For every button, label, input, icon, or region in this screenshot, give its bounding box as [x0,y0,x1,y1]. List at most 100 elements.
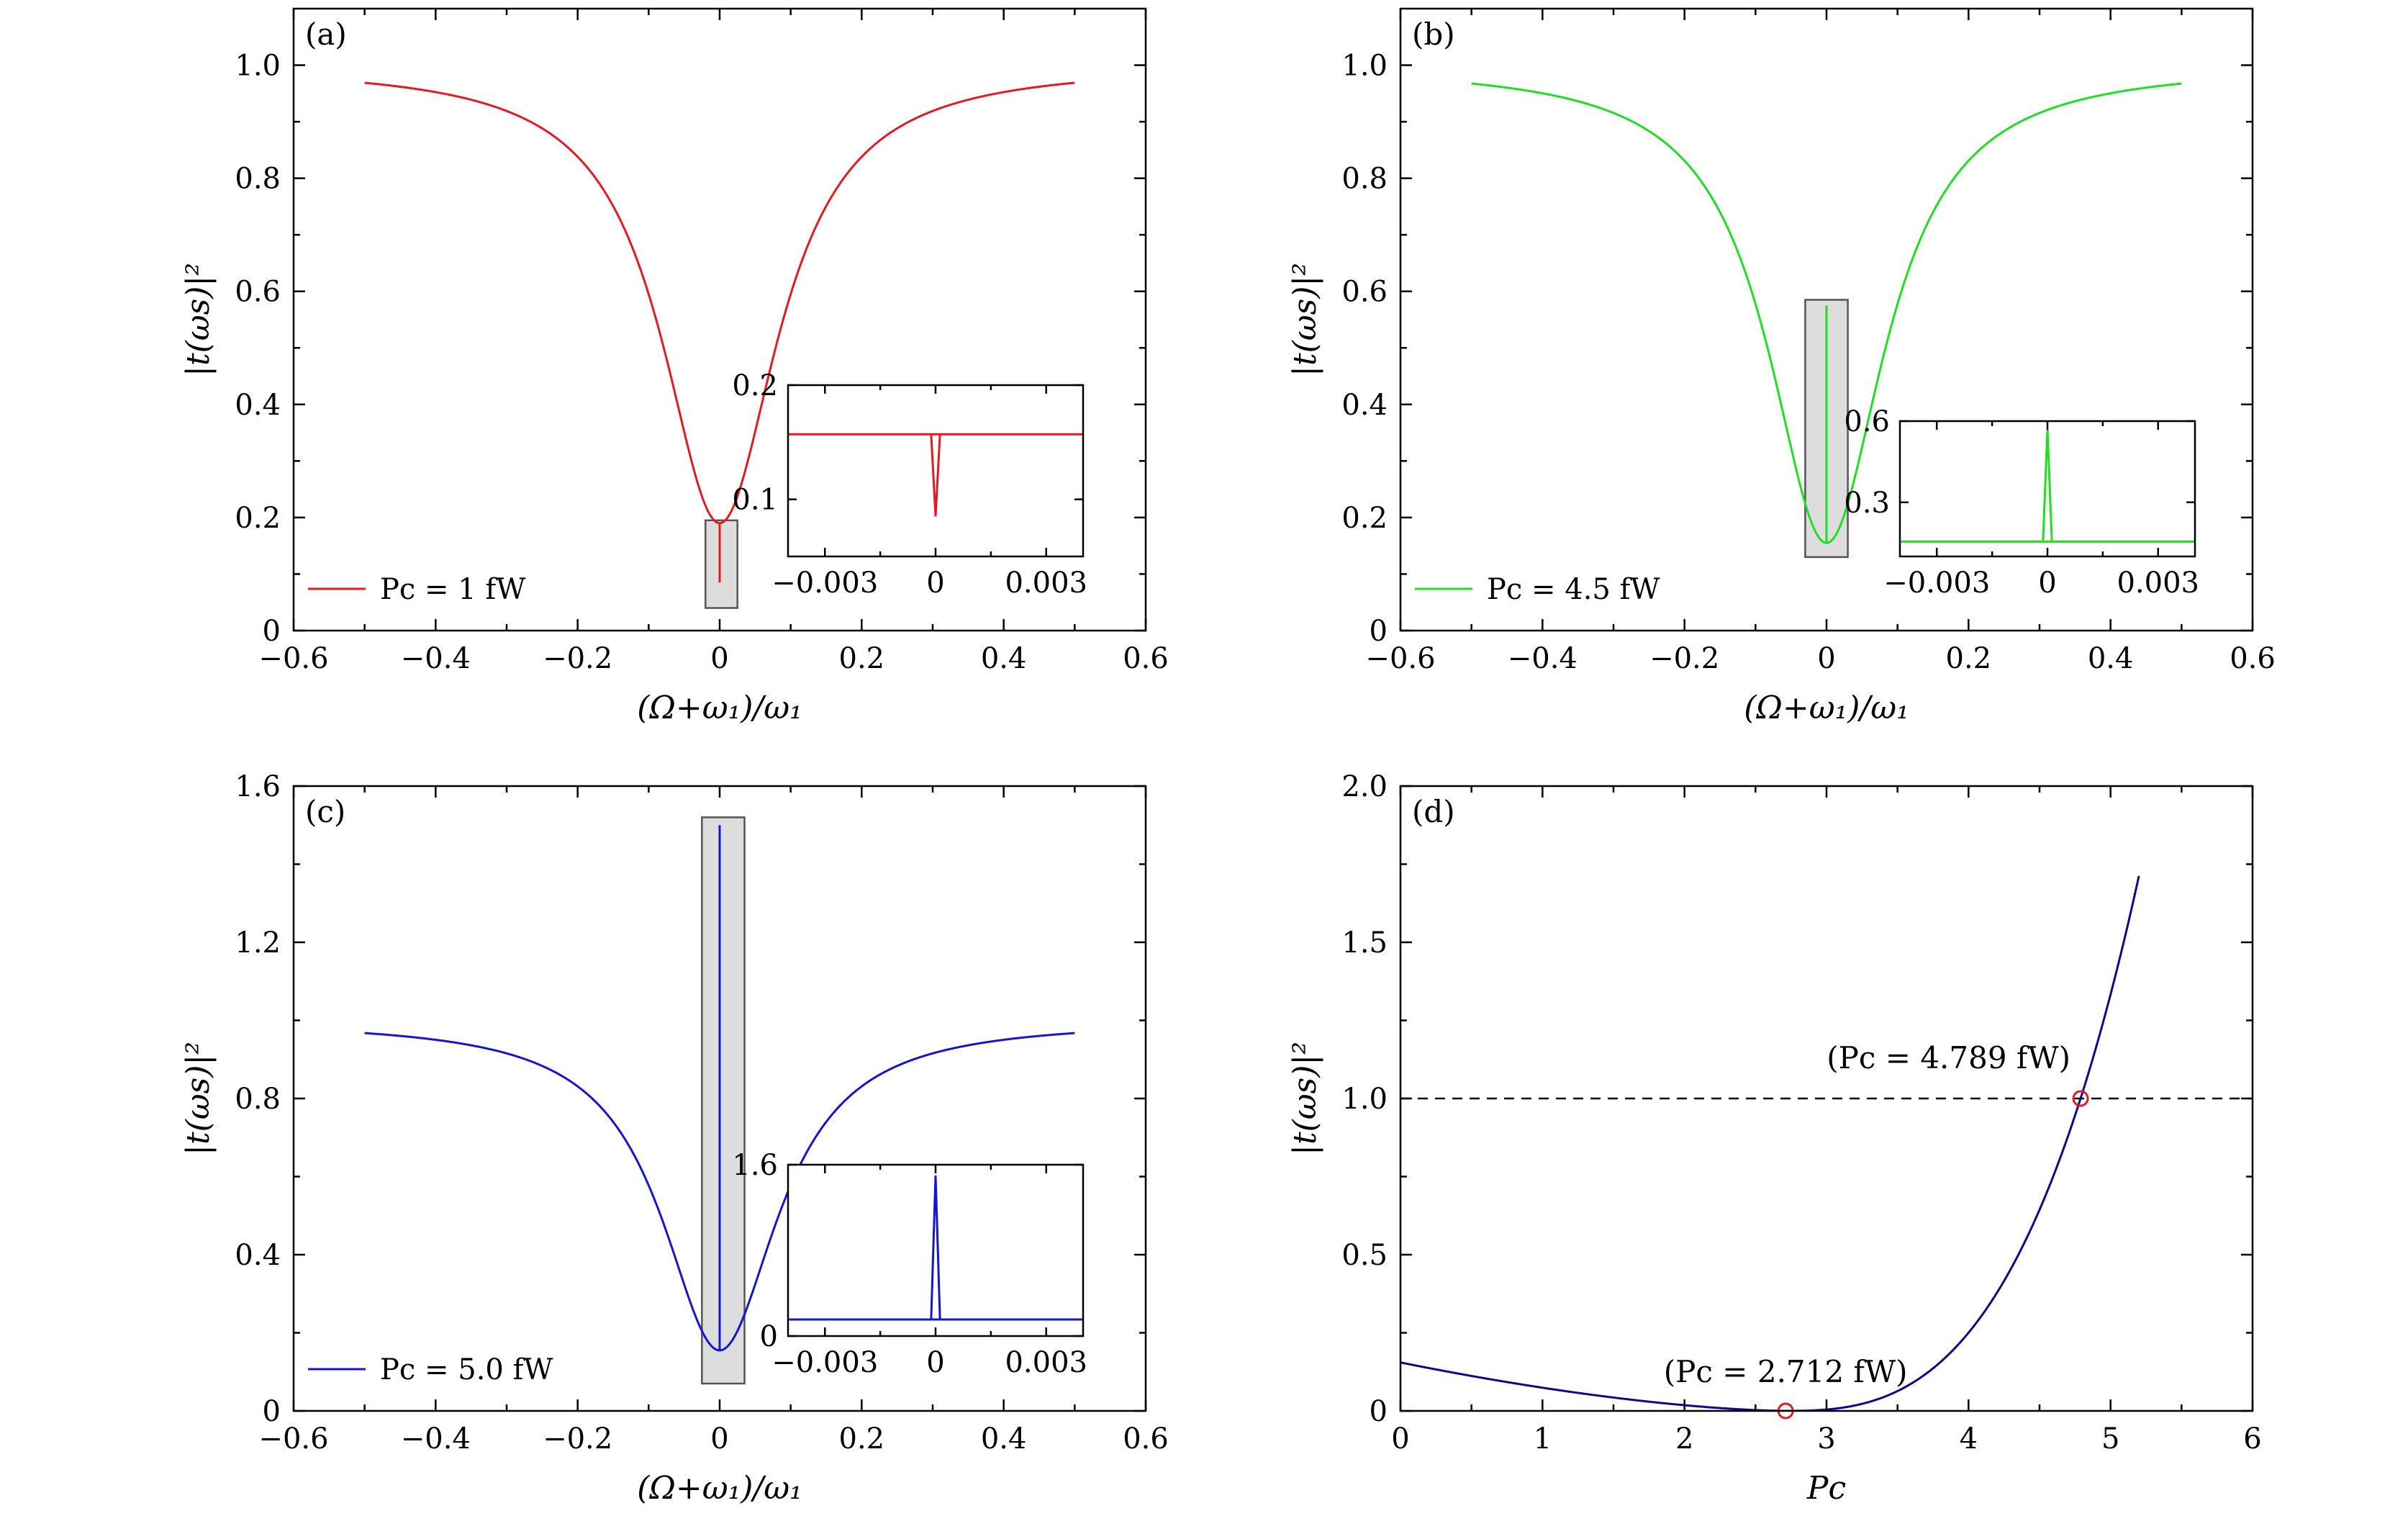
panel-b-inset: −0.003 0 0.003 0.3 0.6 [1844,405,2199,600]
panel-c-ytick-label: 0 [263,1395,281,1428]
panel-d-xtick-label: 5 [2101,1422,2119,1456]
panel-c-inset-xtick-label: 0 [926,1346,944,1379]
panel-a-inset: −0.003 0 0.003 0.1 0.2 [732,369,1087,600]
panel-b-ytick-label: 0.4 [1341,389,1388,422]
panel-a-ylabel: |t(ωs)|² [180,263,217,376]
panel-a: −0.6 −0.4 −0.2 0 0.2 0.4 0.6 0 0.2 0.4 0.6 0.8 1.0 (a… [180,7,1169,726]
panel-c-inset-ytick-label: 1.6 [732,1149,778,1182]
panel-b: −0.6 −0.4 −0.2 0 0.2 0.4 0.6 0 0.2 0.4 0.6 0.8 1.0 (b… [1287,7,2276,726]
panel-a-xtick-label: −0.2 [543,642,612,675]
panel-b-panel-label: (b) [1412,17,1455,52]
panel-b-xtick-label: 0.4 [2088,642,2134,675]
panel-c-xtick-label: −0.4 [401,1422,471,1456]
panel-c-xtick-label: −0.6 [258,1422,328,1456]
panel-b-ytick-label: 0 [1370,615,1388,648]
panel-d-ytick-label: 0.5 [1341,1239,1388,1272]
panel-c-xtick-label: −0.2 [543,1422,612,1456]
panel-a-series-line [364,81,1075,525]
panel-d-series-line [1400,875,2140,1411]
panel-c-legend-label: Pc = 5.0 fW [380,1353,553,1386]
panel-d-ytick-label: 0 [1370,1395,1388,1428]
panel-b-inset-xtick-label: 0 [2038,567,2056,600]
panel-c-xtick-label: 0 [710,1422,728,1456]
panel-d-xtick-label: 1 [1534,1422,1552,1456]
panel-c-ytick-label: 1.2 [235,926,281,960]
panel-a-inset-ytick-label: 0.2 [732,369,778,402]
panel-b-inset-ytick-label: 0.3 [1844,487,1890,520]
panel-c-inset-xtick-label: −0.003 [771,1346,878,1379]
panel-c-plot-area [364,816,1075,1385]
panel-a-ytick-label: 0.6 [235,276,281,309]
panel-a-ytick-label: 1.0 [235,50,281,83]
panel-b-xlabel: (Ω+ω₁)/ω₁ [1744,690,1909,726]
panel-d-xlabel: Pc [1806,1470,1846,1507]
panel-a-plot-area [364,81,1075,609]
panel-b-xtick-label: 0.6 [2230,642,2276,675]
panel-a-xlabel: (Ω+ω₁)/ω₁ [637,690,802,726]
panel-c-panel-label: (c) [305,794,345,829]
panel-c-xtick-label: 0.6 [1123,1422,1169,1456]
panel-b-xtick-label: −0.6 [1365,642,1435,675]
panel-a-inset-xtick-label: −0.003 [771,567,878,600]
panel-b-ytick-label: 1.0 [1341,50,1388,83]
panel-a-inset-ytick-label: 0.1 [732,484,778,517]
panel-c-ylabel: |t(ωs)|² [180,1042,217,1155]
panel-b-inset-xtick-label: −0.003 [1883,567,1990,600]
panel-c: −0.6 −0.4 −0.2 0 0.2 0.4 0.6 0 0.4 0.8 1.2 1.6 (c) (Ω… [180,770,1169,1507]
panel-d-annotation-2: (Pc = 4.789 fW) [1827,1040,2070,1075]
panel-c-ytick-label: 0.4 [235,1239,281,1272]
panel-a-ytick-label: 0 [263,615,281,648]
panel-b-inset-ytick-label: 0.6 [1844,405,1890,438]
panel-b-plot-area [1471,82,2182,559]
panel-b-xtick-label: 0 [1817,642,1835,675]
panel-d-xtick-label: 4 [1960,1422,1978,1456]
panel-d: (Pc = 2.712 fW) (Pc = 4.789 fW) 0 1 2 3 4 5 6 0 0.… [1287,770,2262,1507]
panel-a-xtick-label: 0 [710,642,728,675]
panel-b-inset-xtick-label: 0.003 [2117,567,2199,600]
panel-c-xlabel: (Ω+ω₁)/ω₁ [637,1470,802,1507]
panel-b-ytick-label: 0.6 [1341,276,1388,309]
panel-b-ylabel: |t(ωs)|² [1287,263,1323,376]
panel-d-axes-frame [1399,785,2254,1412]
panel-a-xtick-label: 0.2 [839,642,885,675]
panel-a-xtick-label: 0.6 [1123,642,1169,675]
panel-d-ytick-label: 1.5 [1341,926,1388,960]
panel-d-marker-2 [2072,1090,2089,1107]
panel-b-ytick-label: 0.2 [1341,502,1388,535]
panel-c-xtick-label: 0.4 [981,1422,1027,1456]
panel-a-xtick-label: −0.6 [258,642,328,675]
panel-d-ytick-label: 2.0 [1341,770,1388,803]
panel-b-ytick-label: 0.8 [1341,163,1388,196]
panel-c-inset-ytick-label: 0 [760,1320,778,1353]
panel-d-annotation-1: (Pc = 2.712 fW) [1664,1354,1908,1389]
panel-d-xtick-label: 0 [1391,1422,1409,1456]
panel-b-inset-frame [1898,420,2196,558]
panel-b-axes-frame [1399,7,2254,632]
panel-a-inset-background [788,385,1083,556]
panel-a-axes-frame [292,7,1147,632]
panel-d-ylabel: |t(ωs)|² [1287,1042,1323,1155]
panel-a-ytick-label: 0.4 [235,389,281,422]
panel-d-panel-label: (d) [1412,794,1455,829]
panel-d-xtick-label: 2 [1675,1422,1693,1456]
panel-c-inset-xtick-label: 0.003 [1005,1346,1087,1379]
panel-b-xtick-label: −0.4 [1508,642,1578,675]
panel-c-xtick-label: 0.2 [839,1422,885,1456]
panel-a-inset-frame [787,384,1085,558]
panel-d-xtick-label: 6 [2243,1422,2261,1456]
panel-d-xtick-label: 3 [1817,1422,1835,1456]
panel-a-xtick-label: 0.4 [981,642,1027,675]
panel-a-ytick-label: 0.8 [235,163,281,196]
panel-a-highlight-box [705,519,738,609]
panel-c-ytick-label: 0.8 [235,1083,281,1116]
panel-b-legend-label: Pc = 4.5 fW [1487,573,1660,606]
panel-c-inset-frame [787,1163,1085,1337]
panel-d-plot-area [1400,875,2253,1411]
panel-a-xtick-label: −0.4 [401,642,471,675]
panel-c-highlight-box [701,816,746,1385]
panel-b-xtick-label: −0.2 [1649,642,1719,675]
panel-c-ytick-label: 1.6 [235,770,281,803]
panel-a-legend-label: Pc = 1 fW [380,573,525,606]
